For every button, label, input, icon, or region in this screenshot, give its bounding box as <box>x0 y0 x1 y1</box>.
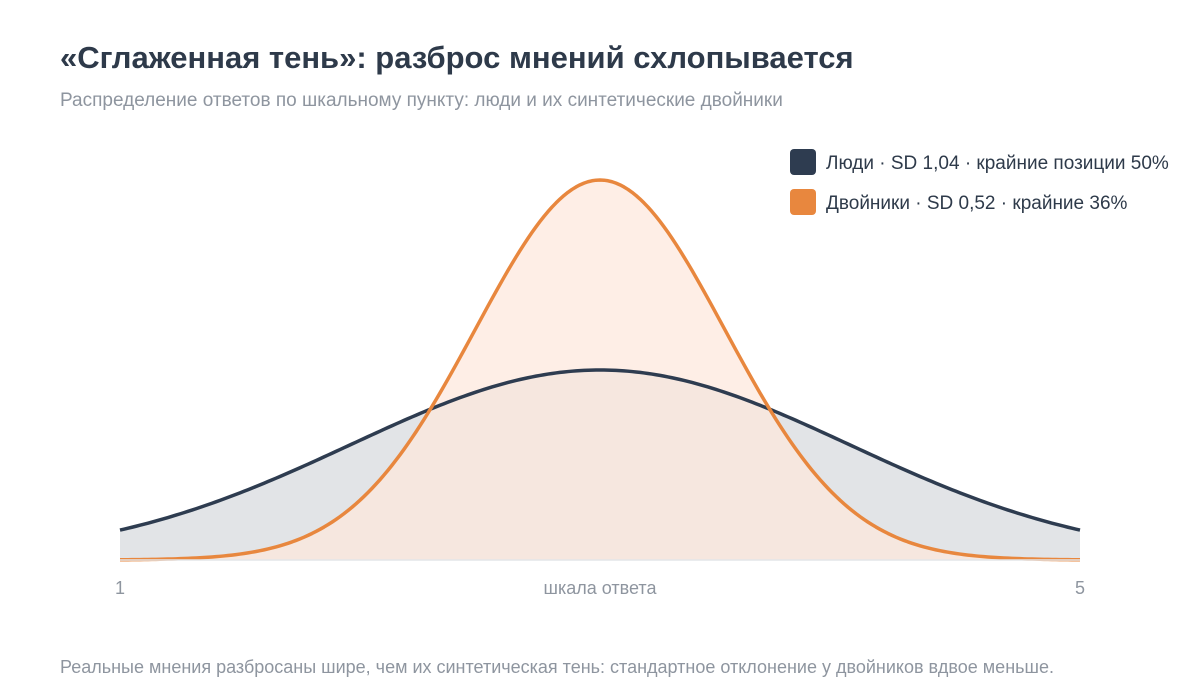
series-line-1 <box>119 178 1081 562</box>
series-lines <box>119 178 1081 562</box>
legend-label-people: Люди · SD 1,04 · крайние позиции 50% <box>826 153 1169 174</box>
series-line-0 <box>119 368 1081 532</box>
chart-footnote: Реальные мнения разбросаны шире, чем их … <box>60 657 1054 677</box>
chart-area: 1 5 шкала ответа Люди · SD 1,04 · крайни… <box>115 149 1169 598</box>
legend-swatch-twins <box>790 189 816 215</box>
chart-subtitle: Распределение ответов по шкальному пункт… <box>60 90 783 111</box>
chart-title: «Сглаженная тень»: разброс мнений схлопы… <box>60 40 854 75</box>
legend-swatch-people <box>790 149 816 175</box>
legend-label-twins: Двойники · SD 0,52 · крайние 36% <box>826 193 1128 214</box>
x-tick-label-max: 5 <box>1075 578 1085 598</box>
x-axis-label: шкала ответа <box>544 578 658 598</box>
x-tick-label-min: 1 <box>115 578 125 598</box>
legend: Люди · SD 1,04 · крайние позиции 50% Дво… <box>790 149 1169 215</box>
